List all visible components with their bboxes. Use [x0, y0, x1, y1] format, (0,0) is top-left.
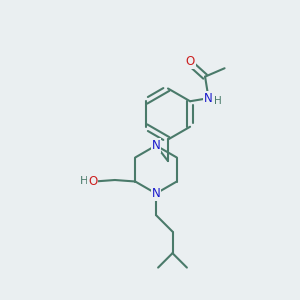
- Text: O: O: [185, 55, 195, 68]
- Text: H: H: [80, 176, 88, 186]
- Text: N: N: [152, 187, 160, 200]
- Text: N: N: [152, 139, 160, 152]
- Text: O: O: [88, 175, 98, 188]
- Text: N: N: [204, 92, 212, 105]
- Text: H: H: [214, 96, 222, 106]
